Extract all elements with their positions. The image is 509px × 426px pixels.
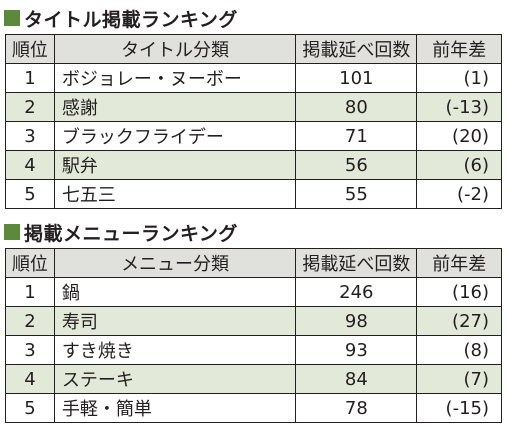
section-heading: 掲載メニューランキング	[3, 216, 504, 248]
rank-cell: 4	[5, 364, 55, 394]
square-marker-icon	[4, 10, 20, 26]
rank-cell: 4	[5, 150, 55, 180]
column-header-category: タイトル分類	[53, 34, 297, 64]
menu-ranking-section: 掲載メニューランキング 順位 メニュー分類 掲載延べ回数 前年差 1 鍋 246…	[3, 216, 504, 423]
diff-cell: (27)	[416, 306, 502, 336]
section-heading-text: タイトル掲載ランキング	[24, 8, 238, 31]
title-ranking-section: タイトル掲載ランキング 順位 タイトル分類 掲載延べ回数 前年差 1 ボジョレー…	[3, 2, 504, 209]
category-cell: 駅弁	[53, 150, 297, 180]
column-header-count: 掲載延べ回数	[295, 248, 418, 278]
count-cell: 80	[295, 92, 418, 122]
table-row: 2 寿司 98 (27)	[5, 306, 502, 336]
count-cell: 55	[295, 179, 418, 209]
count-cell: 84	[295, 364, 418, 394]
table-row: 4 駅弁 56 (6)	[5, 150, 502, 180]
diff-cell: (1)	[416, 63, 502, 93]
diff-cell: (-2)	[416, 179, 502, 209]
diff-cell: (16)	[416, 277, 502, 307]
rank-cell: 5	[5, 393, 55, 423]
category-cell: 感謝	[53, 92, 297, 122]
rank-cell: 5	[5, 179, 55, 209]
rank-cell: 1	[5, 277, 55, 307]
count-cell: 98	[295, 306, 418, 336]
count-cell: 78	[295, 393, 418, 423]
count-cell: 56	[295, 150, 418, 180]
rank-cell: 3	[5, 121, 55, 151]
title-ranking-table: 順位 タイトル分類 掲載延べ回数 前年差 1 ボジョレー・ヌーボー 101 (1…	[5, 34, 502, 209]
category-cell: ステーキ	[53, 364, 297, 394]
category-cell: 手軽・簡単	[53, 393, 297, 423]
diff-cell: (7)	[416, 364, 502, 394]
column-header-category: メニュー分類	[53, 248, 297, 278]
table-row: 4 ステーキ 84 (7)	[5, 364, 502, 394]
table-header-row: 順位 メニュー分類 掲載延べ回数 前年差	[5, 248, 502, 278]
menu-ranking-table: 順位 メニュー分類 掲載延べ回数 前年差 1 鍋 246 (16) 2 寿司 9…	[5, 248, 502, 423]
column-header-rank: 順位	[5, 248, 55, 278]
diff-cell: (20)	[416, 121, 502, 151]
category-cell: ボジョレー・ヌーボー	[53, 63, 297, 93]
column-header-diff: 前年差	[416, 34, 502, 64]
column-header-diff: 前年差	[416, 248, 502, 278]
rank-cell: 3	[5, 335, 55, 365]
table-row: 1 ボジョレー・ヌーボー 101 (1)	[5, 63, 502, 93]
section-heading: タイトル掲載ランキング	[3, 2, 504, 34]
column-header-count: 掲載延べ回数	[295, 34, 418, 64]
category-cell: ブラックフライデー	[53, 121, 297, 151]
table-row: 5 手軽・簡単 78 (-15)	[5, 393, 502, 423]
table-row: 1 鍋 246 (16)	[5, 277, 502, 307]
category-cell: 寿司	[53, 306, 297, 336]
count-cell: 93	[295, 335, 418, 365]
square-marker-icon	[4, 224, 20, 240]
rank-cell: 1	[5, 63, 55, 93]
diff-cell: (-15)	[416, 393, 502, 423]
table-row: 2 感謝 80 (-13)	[5, 92, 502, 122]
category-cell: 鍋	[53, 277, 297, 307]
column-header-rank: 順位	[5, 34, 55, 64]
diff-cell: (6)	[416, 150, 502, 180]
rank-cell: 2	[5, 92, 55, 122]
category-cell: 七五三	[53, 179, 297, 209]
table-row: 5 七五三 55 (-2)	[5, 179, 502, 209]
table-header-row: 順位 タイトル分類 掲載延べ回数 前年差	[5, 34, 502, 64]
table-row: 3 ブラックフライデー 71 (20)	[5, 121, 502, 151]
table-row: 3 すき焼き 93 (8)	[5, 335, 502, 365]
count-cell: 246	[295, 277, 418, 307]
diff-cell: (-13)	[416, 92, 502, 122]
count-cell: 101	[295, 63, 418, 93]
section-heading-text: 掲載メニューランキング	[24, 222, 238, 245]
category-cell: すき焼き	[53, 335, 297, 365]
rank-cell: 2	[5, 306, 55, 336]
diff-cell: (8)	[416, 335, 502, 365]
count-cell: 71	[295, 121, 418, 151]
